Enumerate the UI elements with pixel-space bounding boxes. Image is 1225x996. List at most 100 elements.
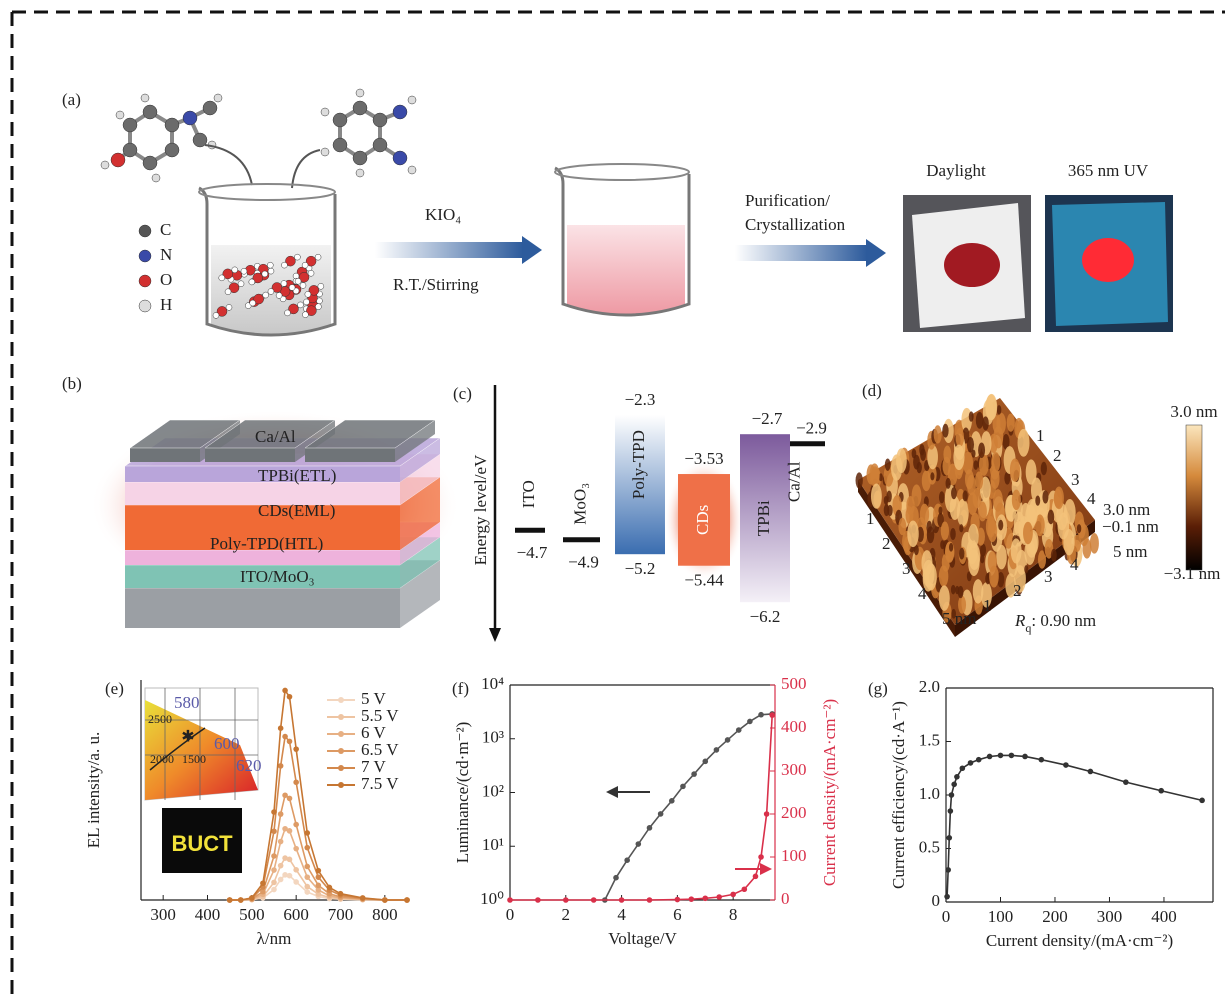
afm-grain [988,520,998,542]
data-point [769,712,775,718]
x-tick-label: 4 [617,905,626,924]
x-axis-label: Current density/(mA·cm⁻²) [986,931,1173,950]
afm-grain [941,521,949,540]
afm-grain [1010,458,1020,481]
edge-tick: 1 [1036,426,1045,445]
atom [165,118,179,132]
data-point [404,897,410,903]
atom [373,138,387,152]
x-axis-label: λ/nm [257,929,292,948]
y-axis-label: Luminance/(cd·m⁻²) [453,722,472,864]
atom [267,262,273,268]
data-point [271,853,277,859]
afm-grain [942,424,948,438]
afm-grain [956,428,965,447]
afm-grain [965,469,974,489]
annotation-arrow-head [606,786,618,798]
data-point [507,897,513,903]
atom [321,148,329,156]
data-point [976,757,982,763]
panel-label: (a) [62,90,81,109]
atom [232,267,238,273]
beaker-rim [555,164,689,180]
atom [356,169,364,177]
afm-grain [968,549,980,576]
layer-label: Ca/Al [255,427,296,446]
data-point [278,877,284,883]
atom [321,108,329,116]
data-point [271,880,277,886]
afm-grain [968,524,979,549]
afm-grain [980,555,984,564]
atom [116,111,124,119]
afm-grain [969,411,974,421]
atom [393,105,407,119]
afm-grain [1018,429,1030,457]
afm-grain [959,548,964,560]
page: { "panel_a": { "label": "(a)", "legend":… [0,0,1225,996]
process-arrow-head [522,236,542,264]
afm-grain [917,462,922,473]
afm-grain [1048,510,1055,525]
atom [241,268,247,274]
data-point [271,809,277,815]
y-tick-label: 10² [482,781,504,800]
edge-tick: 3 [1071,470,1080,489]
afm-grain [968,492,978,515]
edge-tick: 4 [1070,555,1079,574]
x-tick-label: 500 [239,905,265,924]
afm-grain [922,470,931,491]
data-point [287,873,293,879]
data-point [636,841,642,847]
edge-tick: 3 [1044,567,1053,586]
data-point [293,867,299,873]
powder-uv [1082,238,1134,282]
x-tick-label: 200 [1042,907,1068,926]
y-tick-label: 10³ [482,728,504,747]
series-line [947,755,1202,896]
data-point [316,883,322,889]
data-point [689,896,695,902]
layer-label: Poly-TPD(HTL) [210,534,323,553]
data-point [271,887,277,893]
afm-grain [1042,490,1048,503]
data-point [271,867,277,873]
process-arrow [375,242,523,258]
material-name: Poly-TPD [629,430,648,499]
data-point [227,897,233,903]
data-point [287,857,293,863]
data-point [293,779,299,785]
data-point [293,879,299,885]
z-tick: −0.1 nm [1102,517,1159,536]
data-point [249,895,255,901]
y2-tick-label: 0 [781,889,790,908]
data-point [647,825,653,831]
data-point [304,845,310,851]
atom [302,312,308,318]
atom [141,94,149,102]
afm-grain [1023,522,1033,545]
x-tick-label: 0 [942,907,951,926]
atom [408,96,416,104]
afm-grain [939,491,945,503]
data-point [624,857,630,863]
reagent: KIO₄ [425,205,461,224]
cct-label: 2000 [150,752,174,766]
atom [123,118,137,132]
material-name: Ca/Al [784,461,803,502]
edge-tick: 2 [1053,446,1062,465]
edge-tick: 4 [918,584,927,603]
afm-grain [886,491,891,503]
afm-grain [885,459,891,471]
atom [353,101,367,115]
afm-grain [997,405,1002,415]
atom-legend: H [160,295,172,314]
data-point [278,725,284,731]
data-point [563,897,569,903]
atom [139,225,151,237]
afm-grain [976,412,984,429]
process-step: Purification/ [745,191,830,210]
data-point [591,897,597,903]
x-tick-label: 2 [562,905,571,924]
atom [294,254,300,260]
